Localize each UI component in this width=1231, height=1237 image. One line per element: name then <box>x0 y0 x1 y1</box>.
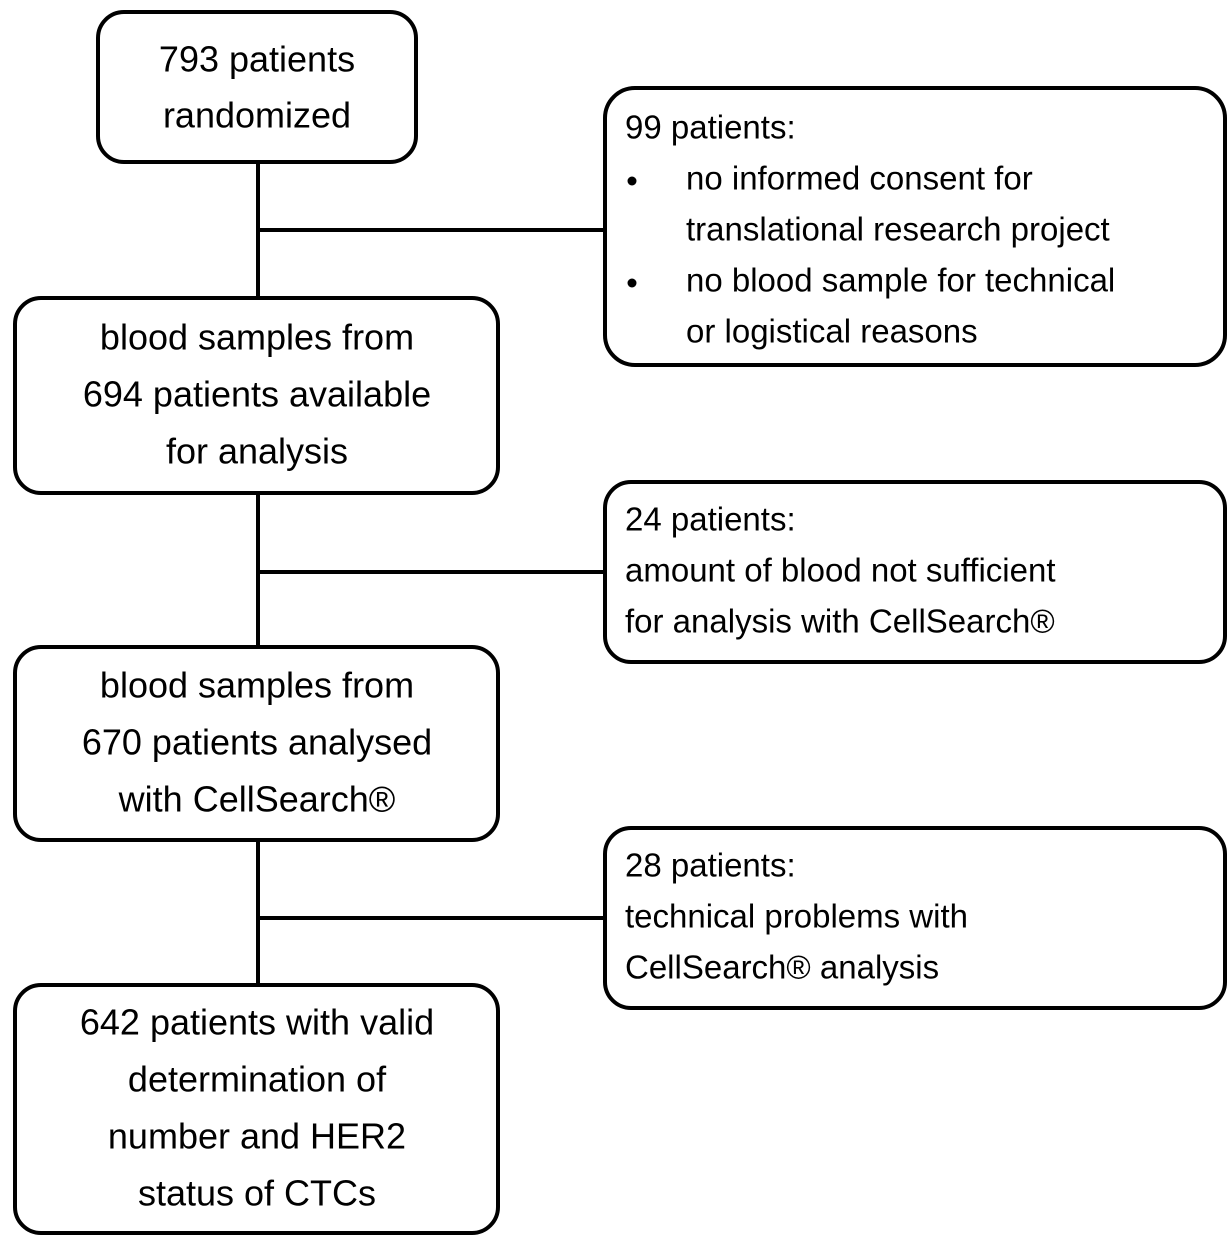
node-text: 670 patients analysed <box>82 722 432 763</box>
exclusion-text: amount of blood not sufficient <box>625 552 1056 589</box>
node-text: 793 patients <box>159 39 355 80</box>
node-text: blood samples from <box>100 317 414 358</box>
exclusion-heading: 24 patients: <box>625 501 796 538</box>
node-text: with CellSearch® <box>118 779 396 820</box>
exclusion-text: CellSearch® analysis <box>625 949 939 986</box>
bullet <box>627 176 637 186</box>
exclusion-item-text: or logistical reasons <box>686 313 978 350</box>
exclusion-item-text: no blood sample for technical <box>686 262 1115 299</box>
exclusion-item-text: translational research project <box>686 211 1110 248</box>
node-text: randomized <box>163 95 351 136</box>
node-box <box>13 296 500 495</box>
exclusion-box <box>603 86 1227 367</box>
exclusion-heading: 28 patients: <box>625 847 796 884</box>
exclusion-text: for analysis with CellSearch® <box>625 603 1055 640</box>
exclusion-box <box>603 826 1227 1010</box>
node-text: 694 patients available <box>83 374 431 415</box>
node-text: 642 patients with valid <box>80 1002 434 1043</box>
node-text: status of CTCs <box>138 1173 376 1214</box>
node-text: number and HER2 <box>108 1116 406 1157</box>
node-text: determination of <box>128 1059 387 1100</box>
exclusion-item-text: no informed consent for <box>686 160 1033 197</box>
node-text: for analysis <box>166 431 348 472</box>
node-box <box>13 645 500 842</box>
node-box <box>13 983 500 1235</box>
bullet <box>627 278 637 288</box>
node-text: blood samples from <box>100 665 414 706</box>
exclusion-text: technical problems with <box>625 898 968 935</box>
node-box <box>96 10 418 164</box>
exclusion-box <box>603 480 1227 664</box>
exclusion-heading: 99 patients: <box>625 109 796 146</box>
